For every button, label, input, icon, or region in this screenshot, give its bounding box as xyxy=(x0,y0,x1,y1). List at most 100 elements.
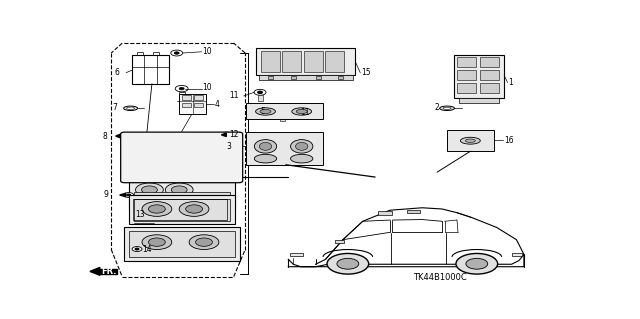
Ellipse shape xyxy=(465,139,476,142)
Bar xyxy=(124,227,240,261)
Polygon shape xyxy=(90,267,100,275)
Circle shape xyxy=(221,132,232,137)
Circle shape xyxy=(172,186,187,194)
Text: 10: 10 xyxy=(202,47,212,56)
Circle shape xyxy=(171,50,182,56)
Circle shape xyxy=(179,87,184,90)
Ellipse shape xyxy=(254,154,276,163)
Circle shape xyxy=(466,258,488,269)
Circle shape xyxy=(148,205,165,213)
Polygon shape xyxy=(120,193,125,197)
FancyBboxPatch shape xyxy=(121,132,243,183)
Bar xyxy=(137,52,143,56)
Circle shape xyxy=(148,238,165,246)
Bar xyxy=(447,130,494,151)
Text: 11: 11 xyxy=(229,91,238,100)
Bar xyxy=(291,253,303,256)
Bar xyxy=(189,137,229,145)
Text: 3: 3 xyxy=(227,142,231,151)
Bar xyxy=(269,76,273,79)
Bar xyxy=(480,57,499,67)
Bar xyxy=(129,231,236,257)
Bar xyxy=(179,93,207,115)
Bar xyxy=(458,83,476,93)
Bar xyxy=(335,240,344,243)
Circle shape xyxy=(337,258,359,269)
Bar xyxy=(134,199,230,221)
Circle shape xyxy=(257,91,262,93)
Bar xyxy=(256,48,355,75)
Ellipse shape xyxy=(460,137,480,144)
Bar xyxy=(259,75,353,79)
Text: 7: 7 xyxy=(112,103,117,112)
Bar xyxy=(179,92,185,97)
Ellipse shape xyxy=(124,106,138,110)
Bar xyxy=(325,51,344,72)
Bar xyxy=(338,76,343,79)
Ellipse shape xyxy=(292,108,312,115)
Text: 1: 1 xyxy=(509,78,513,87)
Circle shape xyxy=(142,235,172,249)
Text: 8: 8 xyxy=(102,131,107,141)
Ellipse shape xyxy=(255,108,275,115)
Text: FR.: FR. xyxy=(101,267,116,276)
Circle shape xyxy=(141,186,157,194)
Polygon shape xyxy=(221,133,227,137)
Polygon shape xyxy=(116,134,121,138)
Circle shape xyxy=(186,205,202,213)
Circle shape xyxy=(132,247,142,251)
Text: 16: 16 xyxy=(504,136,514,145)
Circle shape xyxy=(327,254,369,274)
Ellipse shape xyxy=(291,140,313,153)
Bar xyxy=(162,154,229,161)
Circle shape xyxy=(189,235,219,249)
Bar xyxy=(261,51,280,72)
Bar xyxy=(132,56,169,84)
Text: 15: 15 xyxy=(361,68,371,77)
Text: 6: 6 xyxy=(115,68,120,77)
Bar xyxy=(408,210,420,213)
Ellipse shape xyxy=(443,107,451,109)
Bar xyxy=(194,103,203,107)
Bar xyxy=(460,99,499,103)
Text: 9: 9 xyxy=(104,190,109,199)
Bar xyxy=(129,137,157,145)
Ellipse shape xyxy=(296,109,307,114)
Bar xyxy=(246,103,323,119)
Text: 2: 2 xyxy=(434,103,439,112)
Bar xyxy=(132,199,227,220)
Circle shape xyxy=(165,183,193,197)
Ellipse shape xyxy=(291,154,313,163)
Bar xyxy=(194,95,203,100)
Text: 12: 12 xyxy=(229,130,238,139)
Bar xyxy=(458,70,476,80)
Polygon shape xyxy=(99,269,117,274)
Bar xyxy=(480,83,499,93)
Circle shape xyxy=(127,194,131,196)
Text: TK44B1000C: TK44B1000C xyxy=(413,273,467,282)
Bar xyxy=(162,137,184,145)
Bar xyxy=(280,115,285,121)
Bar xyxy=(454,56,504,99)
Bar xyxy=(291,76,296,79)
Bar xyxy=(164,166,184,177)
Text: 13: 13 xyxy=(136,210,145,219)
Ellipse shape xyxy=(259,142,272,150)
Text: 14: 14 xyxy=(142,245,152,254)
Bar xyxy=(378,211,392,215)
Bar xyxy=(129,196,236,224)
Bar xyxy=(182,95,191,100)
Ellipse shape xyxy=(260,109,271,114)
Bar xyxy=(304,51,323,72)
Bar xyxy=(134,192,230,206)
Circle shape xyxy=(142,202,172,216)
Bar xyxy=(129,154,157,161)
Bar xyxy=(182,103,191,107)
Ellipse shape xyxy=(127,107,134,109)
Bar xyxy=(282,51,301,72)
Ellipse shape xyxy=(440,106,454,110)
Bar xyxy=(154,52,159,56)
Ellipse shape xyxy=(296,142,308,150)
Text: 4: 4 xyxy=(215,100,220,108)
Circle shape xyxy=(280,111,285,113)
